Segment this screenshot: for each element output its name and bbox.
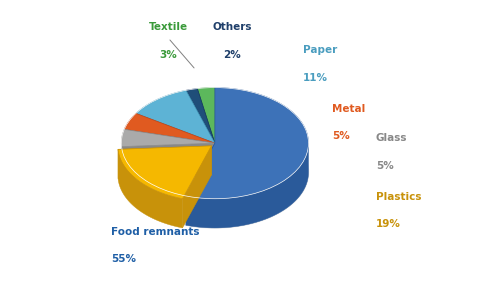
Text: Metal: Metal: [332, 104, 365, 114]
Text: Paper: Paper: [302, 45, 337, 55]
Polygon shape: [118, 146, 212, 199]
Polygon shape: [186, 143, 308, 228]
Polygon shape: [124, 113, 215, 143]
Text: 3%: 3%: [159, 49, 177, 60]
Text: Food remnants: Food remnants: [111, 227, 200, 237]
Polygon shape: [122, 129, 215, 147]
Polygon shape: [118, 146, 212, 179]
Polygon shape: [136, 90, 215, 143]
Polygon shape: [186, 143, 215, 225]
Text: Plastics: Plastics: [376, 192, 422, 202]
Polygon shape: [118, 149, 182, 228]
Text: 19%: 19%: [376, 219, 400, 229]
Text: 5%: 5%: [332, 131, 349, 142]
Text: 5%: 5%: [376, 161, 394, 171]
Polygon shape: [186, 89, 215, 143]
Polygon shape: [186, 88, 308, 199]
Polygon shape: [182, 146, 212, 228]
Text: Textile: Textile: [148, 22, 188, 32]
Ellipse shape: [122, 117, 308, 228]
Text: 55%: 55%: [111, 254, 136, 264]
Polygon shape: [122, 143, 215, 176]
Text: 2%: 2%: [224, 49, 242, 60]
Text: 11%: 11%: [302, 73, 328, 83]
Polygon shape: [198, 88, 215, 143]
Text: Others: Others: [212, 22, 252, 32]
Text: Glass: Glass: [376, 133, 408, 143]
